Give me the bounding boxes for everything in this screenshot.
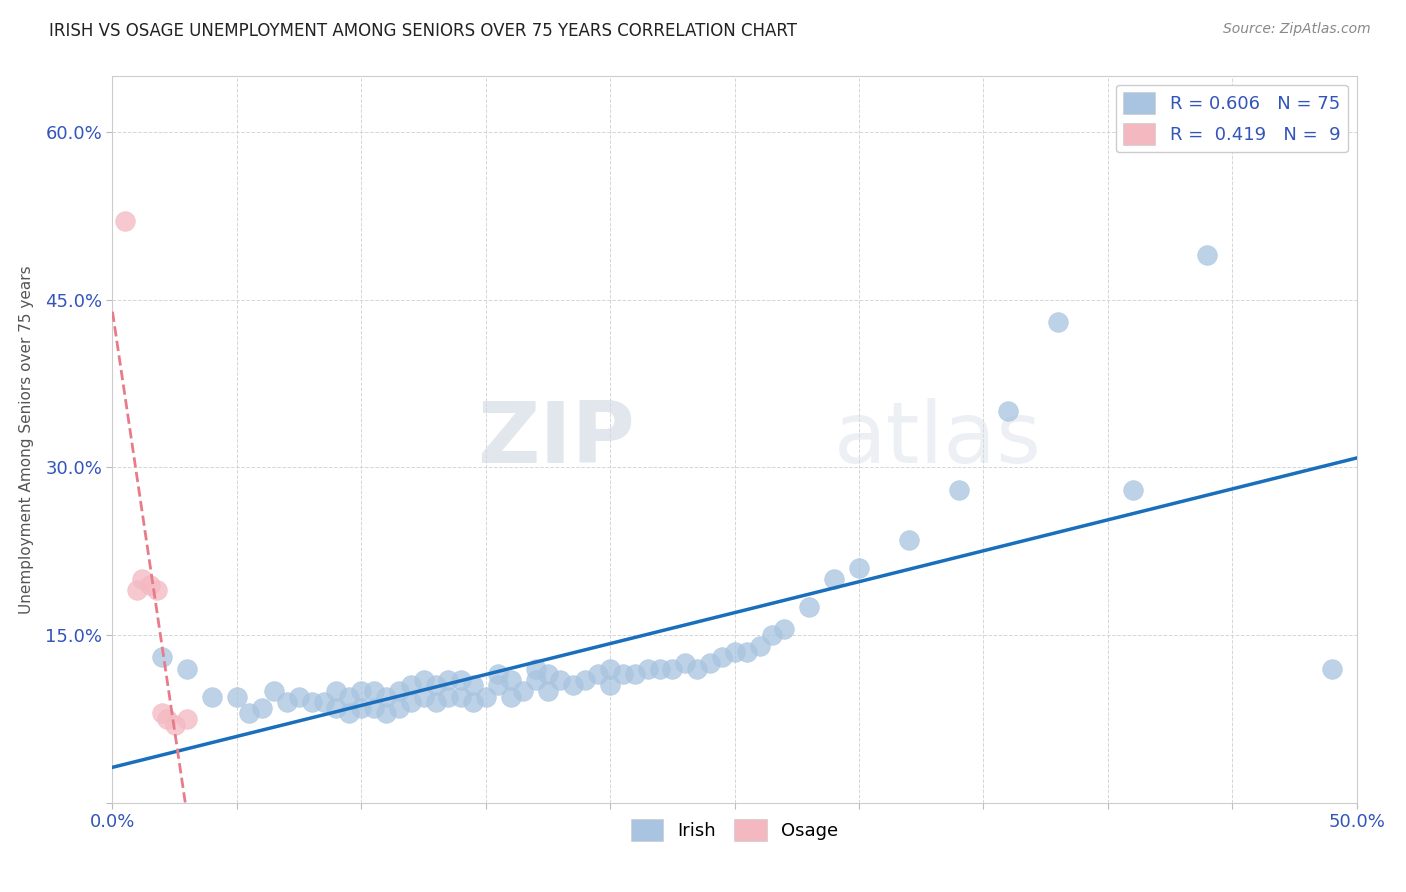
- Point: [425, 678, 447, 692]
- Point: [574, 673, 596, 687]
- Point: [176, 662, 198, 676]
- Text: Source: ZipAtlas.com: Source: ZipAtlas.com: [1223, 22, 1371, 37]
- Point: [673, 656, 696, 670]
- Point: [561, 678, 583, 692]
- Point: [586, 667, 609, 681]
- Point: [550, 673, 572, 687]
- Point: [948, 483, 970, 497]
- Point: [463, 678, 485, 692]
- Point: [437, 690, 460, 704]
- Point: [150, 650, 173, 665]
- Point: [375, 706, 398, 721]
- Point: [661, 662, 683, 676]
- Point: [350, 700, 373, 714]
- Point: [486, 667, 509, 681]
- Point: [499, 690, 522, 704]
- Point: [450, 673, 472, 687]
- Point: [201, 690, 224, 704]
- Point: [337, 706, 360, 721]
- Point: [238, 706, 260, 721]
- Y-axis label: Unemployment Among Seniors over 75 years: Unemployment Among Seniors over 75 years: [18, 265, 34, 614]
- Point: [139, 578, 162, 592]
- Point: [997, 404, 1019, 418]
- Point: [463, 695, 485, 709]
- Point: [412, 690, 434, 704]
- Point: [624, 667, 647, 681]
- Point: [363, 700, 385, 714]
- Point: [250, 700, 273, 714]
- Point: [127, 583, 149, 598]
- Legend: Irish, Osage: Irish, Osage: [624, 812, 845, 848]
- Point: [599, 678, 621, 692]
- Point: [263, 684, 285, 698]
- Point: [637, 662, 659, 676]
- Point: [823, 572, 845, 586]
- Point: [1197, 248, 1219, 262]
- Point: [337, 690, 360, 704]
- Point: [388, 684, 411, 698]
- Point: [648, 662, 671, 676]
- Point: [176, 712, 198, 726]
- Point: [1122, 483, 1144, 497]
- Point: [612, 667, 634, 681]
- Text: atlas: atlas: [834, 398, 1042, 481]
- Point: [686, 662, 709, 676]
- Point: [773, 623, 796, 637]
- Point: [512, 684, 534, 698]
- Point: [301, 695, 323, 709]
- Point: [399, 695, 422, 709]
- Point: [799, 600, 821, 615]
- Point: [131, 572, 153, 586]
- Point: [1047, 315, 1070, 329]
- Point: [848, 561, 870, 575]
- Point: [225, 690, 249, 704]
- Point: [399, 678, 422, 692]
- Point: [711, 650, 734, 665]
- Point: [288, 690, 311, 704]
- Point: [474, 690, 498, 704]
- Point: [363, 684, 385, 698]
- Point: [312, 695, 335, 709]
- Point: [325, 700, 347, 714]
- Point: [699, 656, 721, 670]
- Point: [350, 684, 373, 698]
- Point: [425, 695, 447, 709]
- Point: [599, 662, 621, 676]
- Point: [537, 667, 560, 681]
- Point: [524, 673, 547, 687]
- Point: [486, 678, 509, 692]
- Text: ZIP: ZIP: [478, 398, 636, 481]
- Point: [163, 717, 186, 731]
- Point: [537, 684, 560, 698]
- Point: [748, 639, 770, 653]
- Point: [388, 700, 411, 714]
- Point: [412, 673, 434, 687]
- Point: [150, 706, 173, 721]
- Point: [761, 628, 783, 642]
- Point: [723, 645, 745, 659]
- Point: [897, 533, 920, 547]
- Point: [375, 690, 398, 704]
- Point: [276, 695, 298, 709]
- Point: [325, 684, 347, 698]
- Point: [146, 583, 169, 598]
- Point: [1320, 662, 1343, 676]
- Point: [524, 662, 547, 676]
- Point: [499, 673, 522, 687]
- Point: [437, 673, 460, 687]
- Point: [735, 645, 758, 659]
- Point: [114, 214, 136, 228]
- Text: IRISH VS OSAGE UNEMPLOYMENT AMONG SENIORS OVER 75 YEARS CORRELATION CHART: IRISH VS OSAGE UNEMPLOYMENT AMONG SENIOR…: [49, 22, 797, 40]
- Point: [450, 690, 472, 704]
- Point: [156, 712, 179, 726]
